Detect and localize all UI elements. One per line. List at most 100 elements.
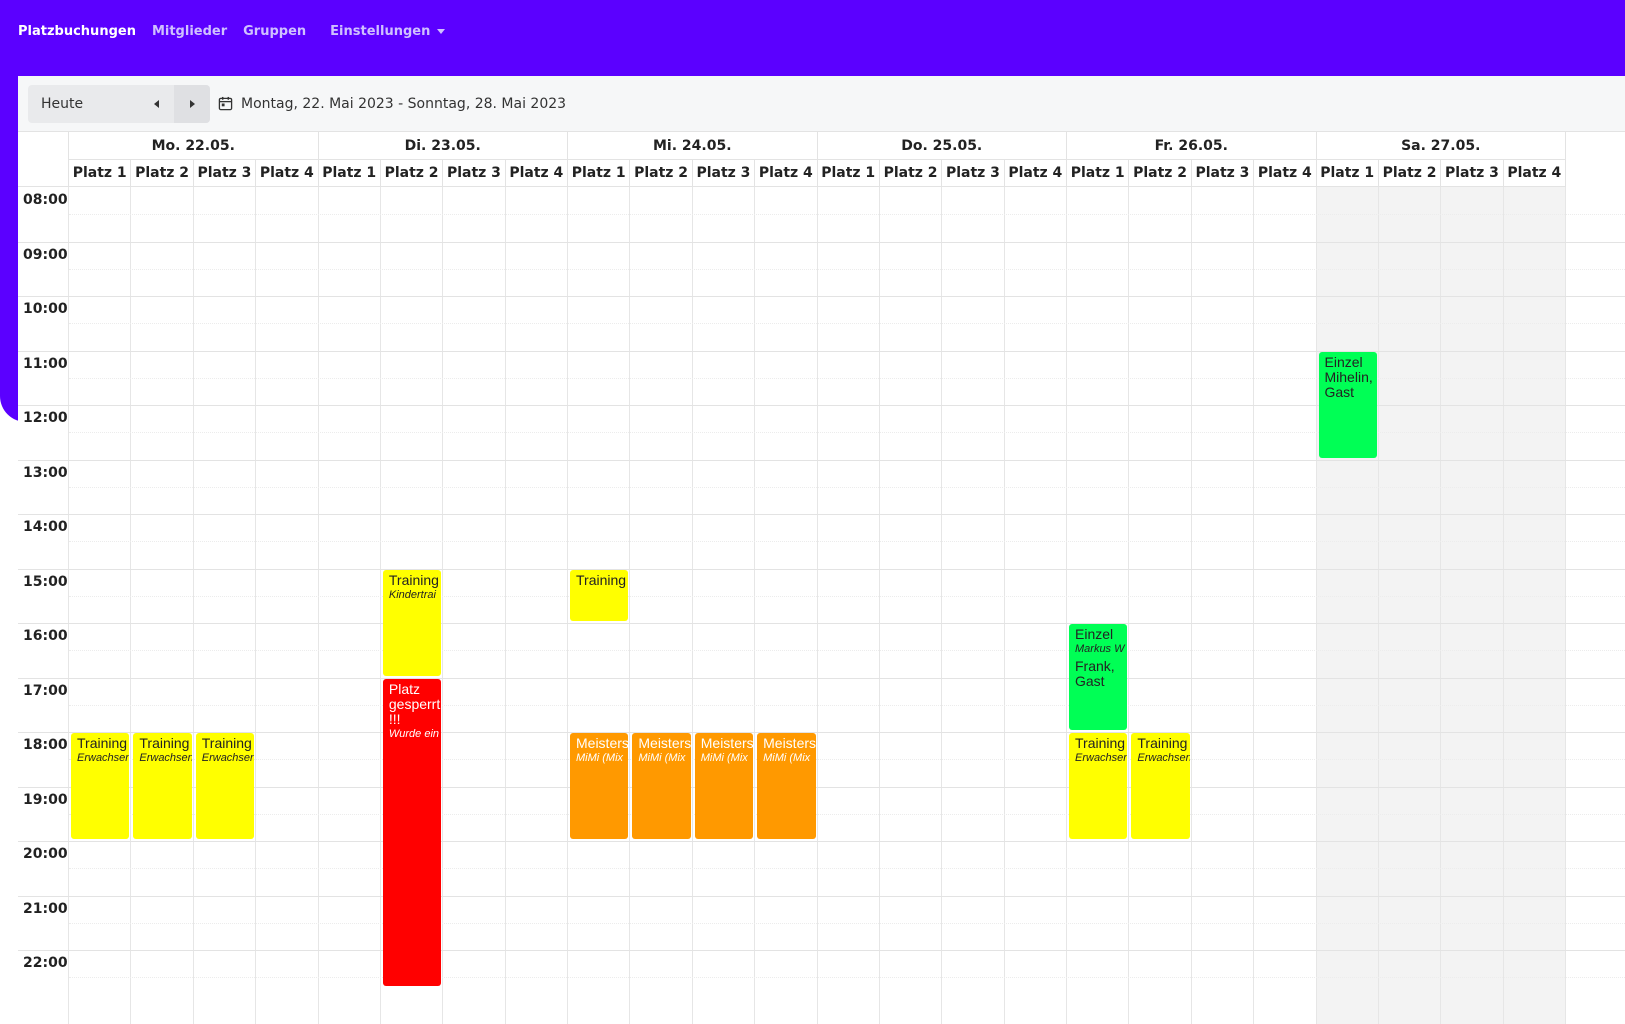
day-header-fr-26-05[interactable]: Fr. 26.05.	[1067, 132, 1317, 160]
half-hour-line	[69, 813, 1625, 815]
court-column[interactable]	[755, 187, 818, 1024]
court-header-platz-2: Platz 2	[1378, 160, 1442, 187]
booking-event-training[interactable]: Training	[570, 569, 629, 621]
court-column[interactable]	[818, 187, 880, 1024]
court-column[interactable]	[1129, 187, 1192, 1024]
hour-line	[18, 786, 1625, 788]
half-hour-line	[69, 268, 1625, 270]
court-column[interactable]	[1192, 187, 1255, 1024]
booking-event-championship[interactable]: Meisters MiMi (Mix	[570, 733, 629, 839]
court-column[interactable]	[568, 187, 631, 1024]
hour-line	[18, 514, 1625, 515]
court-header-platz-4: Platz 4	[755, 160, 818, 187]
court-header-platz-1: Platz 1	[817, 160, 880, 187]
time-label: 11:00	[23, 355, 68, 372]
time-label: 14:00	[23, 519, 68, 535]
nav-einstellungen-label: Einstellungen	[330, 23, 431, 39]
event-subtitle: Erwachsen	[1137, 752, 1190, 764]
nav-mitglieder[interactable]: Mitglieder	[151, 23, 228, 39]
hour-line	[18, 296, 1625, 297]
court-column[interactable]	[1005, 187, 1067, 1024]
court-header-platz-4: Platz 4	[1004, 160, 1067, 187]
nav-gruppen[interactable]: Gruppen	[243, 23, 307, 39]
hour-line	[18, 677, 1625, 679]
hour-line	[18, 732, 1625, 733]
court-column[interactable]	[194, 187, 257, 1024]
time-label: 19:00	[23, 791, 68, 808]
court-column[interactable]	[1067, 187, 1130, 1024]
court-column[interactable]	[1441, 187, 1504, 1024]
court-column[interactable]	[319, 187, 381, 1024]
date-range-text: Montag, 22. Mai 2023 - Sonntag, 28. Mai …	[241, 95, 567, 112]
court-header-platz-2: Platz 2	[131, 160, 194, 187]
event-title: Training	[201, 735, 252, 751]
time-label: 21:00	[23, 900, 68, 917]
booking-event-training[interactable]: Training Erwachsen	[1131, 733, 1190, 839]
booking-event-blocked[interactable]: Platz gesperrt !!! Wurde ein	[382, 678, 442, 987]
court-column[interactable]	[69, 187, 132, 1024]
booking-event-championship[interactable]: Meisters MiMi (Mix	[757, 733, 816, 839]
court-column[interactable]	[506, 187, 568, 1024]
event-title: Meisters	[638, 735, 691, 751]
day-header-mi-24-05[interactable]: Mi. 24.05.	[568, 132, 818, 160]
court-header-platz-3: Platz 3	[1441, 160, 1504, 187]
half-hour-line	[69, 377, 1625, 379]
next-week-button[interactable]	[174, 84, 210, 123]
previous-week-button[interactable]	[138, 85, 174, 123]
time-label: 22:00	[23, 955, 68, 971]
booking-event-championship[interactable]: Meisters MiMi (Mix	[694, 733, 754, 839]
court-column[interactable]	[256, 187, 319, 1024]
event-subtitle: Wurde ein	[388, 727, 440, 740]
court-column[interactable]	[693, 187, 756, 1024]
half-hour-line	[69, 868, 1625, 870]
day-header-do-25-05[interactable]: Do. 25.05.	[817, 132, 1067, 160]
booking-event-single[interactable]: Einzel Mihelin, Gast	[1318, 351, 1377, 458]
court-column[interactable]	[630, 187, 693, 1024]
half-hour-line	[69, 541, 1625, 543]
half-hour-line	[69, 214, 1625, 216]
court-header-platz-3: Platz 3	[692, 160, 756, 187]
court-header-platz-1: Platz 1	[69, 160, 132, 187]
booking-event-training[interactable]: Training Erwachsen	[195, 733, 255, 839]
caret-left-icon	[153, 99, 159, 108]
nav-platzbuchungen[interactable]: Platzbuchungen	[18, 23, 136, 39]
top-navbar: Platzbuchungen Mitglieder Gruppen Einste…	[0, 0, 1625, 62]
court-column[interactable]	[131, 187, 194, 1024]
court-column[interactable]	[443, 187, 506, 1024]
half-hour-line	[69, 977, 1625, 979]
booking-event-training[interactable]: Training Erwachsen	[1069, 733, 1128, 839]
booking-event-championship[interactable]: Meisters MiMi (Mix	[632, 733, 691, 839]
day-header-sa-27-05[interactable]: Sa. 27.05.	[1316, 132, 1566, 160]
booking-event-training[interactable]: Training Erwachsen	[133, 733, 192, 839]
hour-line	[18, 405, 1625, 406]
today-button[interactable]: Heute	[41, 95, 84, 112]
court-header-platz-2: Platz 2	[879, 160, 943, 187]
event-title: Meisters	[700, 735, 754, 751]
day-header-di-23-05[interactable]: Di. 23.05.	[318, 132, 568, 160]
court-header-platz-4: Platz 4	[505, 160, 568, 187]
court-column[interactable]	[1378, 187, 1442, 1024]
event-subtitle: Erwachsen	[1075, 752, 1128, 764]
court-column[interactable]	[1316, 187, 1379, 1024]
hour-line	[18, 459, 1625, 461]
hour-line	[18, 350, 1625, 352]
court-column[interactable]	[880, 187, 943, 1024]
booking-event-single[interactable]: Einzel Markus W Frank, Gast	[1069, 624, 1128, 730]
booking-event-training[interactable]: Training Erwachsen	[71, 733, 130, 839]
event-title: Training	[1137, 735, 1188, 751]
nav-einstellungen-dropdown[interactable]: Einstellungen	[330, 23, 446, 39]
event-title: Training	[1075, 735, 1126, 751]
booking-event-training[interactable]: Training Kindertrai	[382, 569, 442, 676]
half-hour-line	[69, 486, 1625, 488]
court-column[interactable]	[1503, 187, 1566, 1024]
event-title: Training	[388, 571, 439, 588]
date-range-picker[interactable]: Montag, 22. Mai 2023 - Sonntag, 28. Mai …	[218, 96, 566, 112]
court-column[interactable]	[942, 187, 1005, 1024]
court-column[interactable]	[1254, 187, 1317, 1024]
day-header-mo-22-05[interactable]: Mo. 22.05.	[69, 132, 319, 160]
caret-right-icon	[189, 99, 195, 108]
time-label: 08:00	[23, 192, 68, 208]
event-title: Platz gesperrt !!!	[388, 680, 441, 727]
court-column[interactable]	[381, 187, 444, 1024]
event-subtitle: MiMi (Mix	[638, 752, 686, 764]
